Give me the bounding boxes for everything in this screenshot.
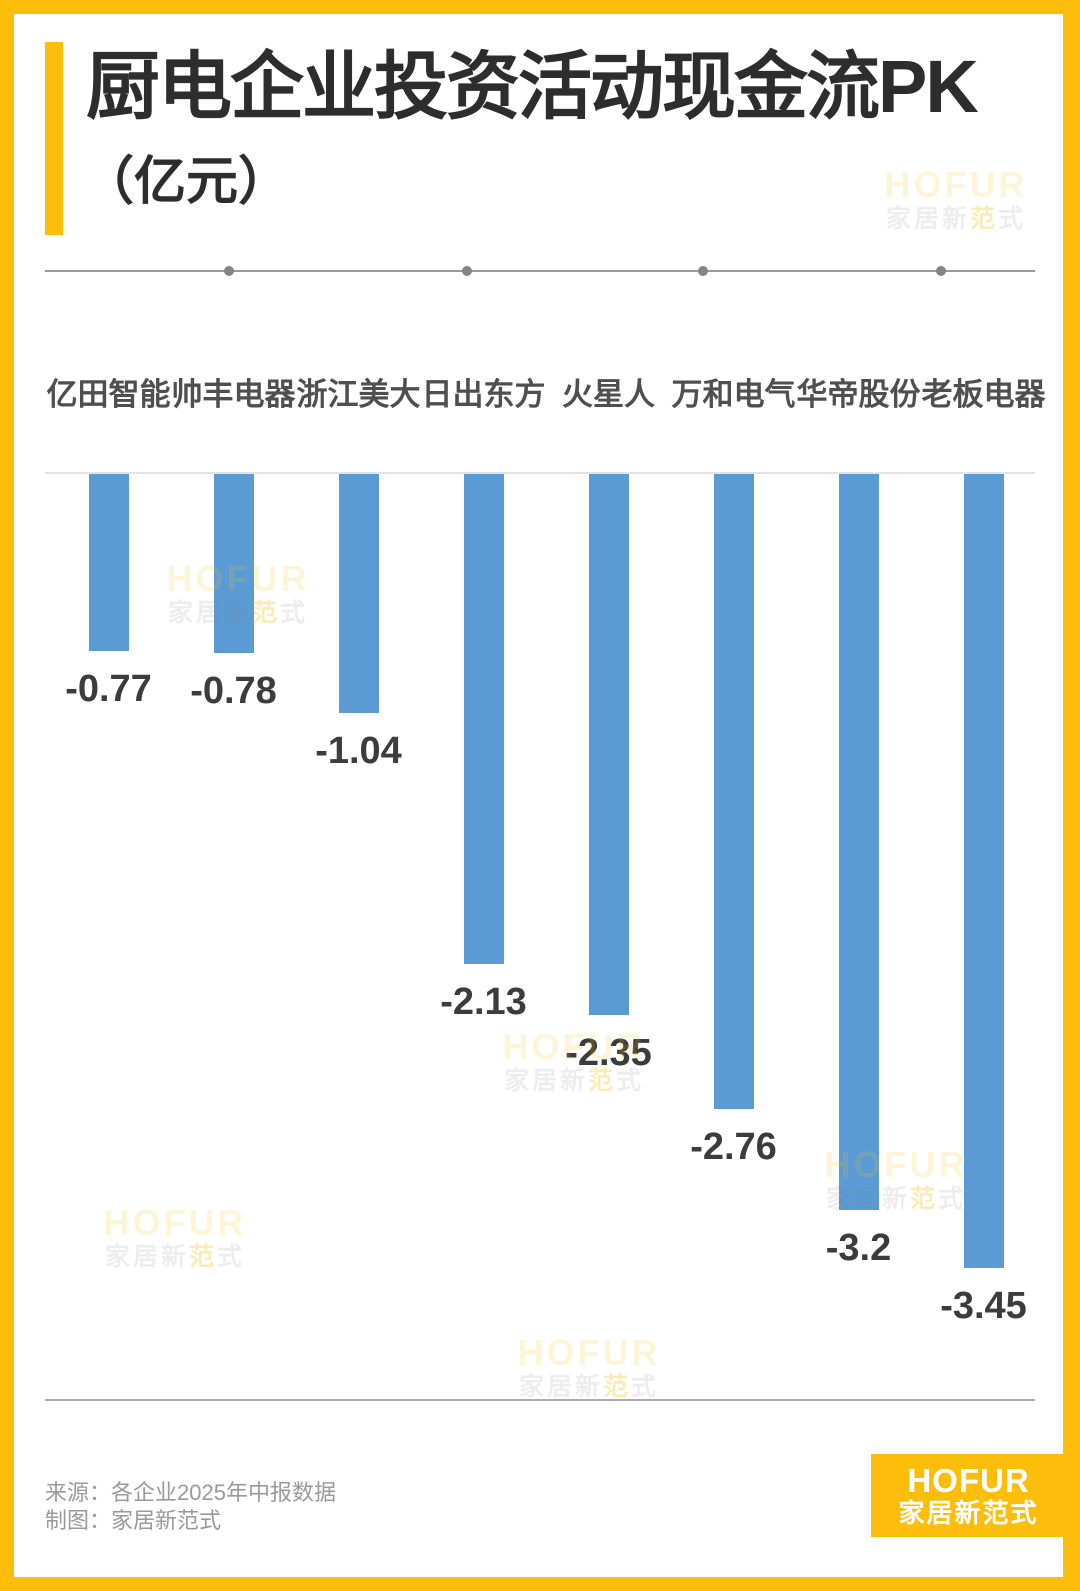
bar bbox=[213, 474, 254, 654]
bar-value-label: -2.76 bbox=[690, 1125, 777, 1168]
bar bbox=[463, 474, 504, 964]
bar-value-label: -3.45 bbox=[940, 1284, 1027, 1327]
bar-value-label: -3.2 bbox=[825, 1227, 892, 1269]
frame-top bbox=[0, 0, 1080, 14]
brand-logo-wordmark: HOFUR bbox=[907, 1461, 1030, 1499]
source-note: 来源：各企业2025年中报数据 bbox=[45, 1480, 336, 1505]
brand-logo: HOFUR 家居新范式 bbox=[871, 1454, 1066, 1537]
bar bbox=[338, 474, 379, 714]
page-title: 厨电企业投资活动现金流PK bbox=[86, 45, 979, 128]
category-label: 亿田智能 bbox=[46, 377, 171, 412]
title-accent-bar bbox=[45, 42, 63, 235]
bar-value-label: -0.78 bbox=[190, 670, 277, 713]
section-divider-line bbox=[45, 270, 1035, 272]
bar bbox=[713, 474, 754, 1109]
chart-zero-baseline bbox=[45, 472, 1035, 474]
category-label: 华帝股份 bbox=[796, 377, 921, 412]
bar bbox=[838, 474, 879, 1210]
bar-value-label: -2.35 bbox=[565, 1031, 652, 1074]
bar-value-label: -1.04 bbox=[315, 730, 402, 773]
frame-right bbox=[1063, 0, 1080, 1591]
category-label: 老板电器 bbox=[921, 377, 1046, 412]
watermark-brand: HOFUR bbox=[103, 1202, 247, 1243]
watermark-brand-chinese: 家居新范式 bbox=[104, 1243, 246, 1271]
category-label: 日出东方 bbox=[421, 377, 546, 412]
category-label: 火星人 bbox=[562, 377, 655, 412]
bar-value-label: -2.13 bbox=[440, 980, 527, 1023]
category-label: 万和电气 bbox=[671, 377, 796, 412]
credit-note: 制图：家居新范式 bbox=[45, 1508, 222, 1533]
unit-subtitle: （亿元） bbox=[82, 153, 291, 211]
bar-value-label: -0.77 bbox=[65, 668, 152, 711]
bar bbox=[588, 474, 629, 1015]
frame-left bbox=[0, 0, 14, 1591]
watermark-brand-chinese: 家居新范式 bbox=[885, 205, 1027, 233]
watermark-brand-chinese: 家居新范式 bbox=[518, 1373, 660, 1401]
divider-dot bbox=[698, 266, 708, 276]
bar bbox=[963, 474, 1004, 1268]
watermark-brand: HOFUR bbox=[517, 1332, 661, 1373]
bar bbox=[88, 474, 129, 652]
divider-dot bbox=[936, 266, 946, 276]
category-label: 浙江美大 bbox=[296, 377, 421, 412]
watermark-brand: HOFUR bbox=[884, 164, 1028, 205]
footer-divider-line bbox=[45, 1399, 1035, 1401]
category-label: 帅丰电器 bbox=[171, 377, 296, 412]
divider-dot bbox=[224, 266, 234, 276]
frame-bottom bbox=[0, 1577, 1080, 1591]
divider-dot bbox=[462, 266, 472, 276]
brand-logo-chinese: 家居新范式 bbox=[898, 1497, 1039, 1528]
